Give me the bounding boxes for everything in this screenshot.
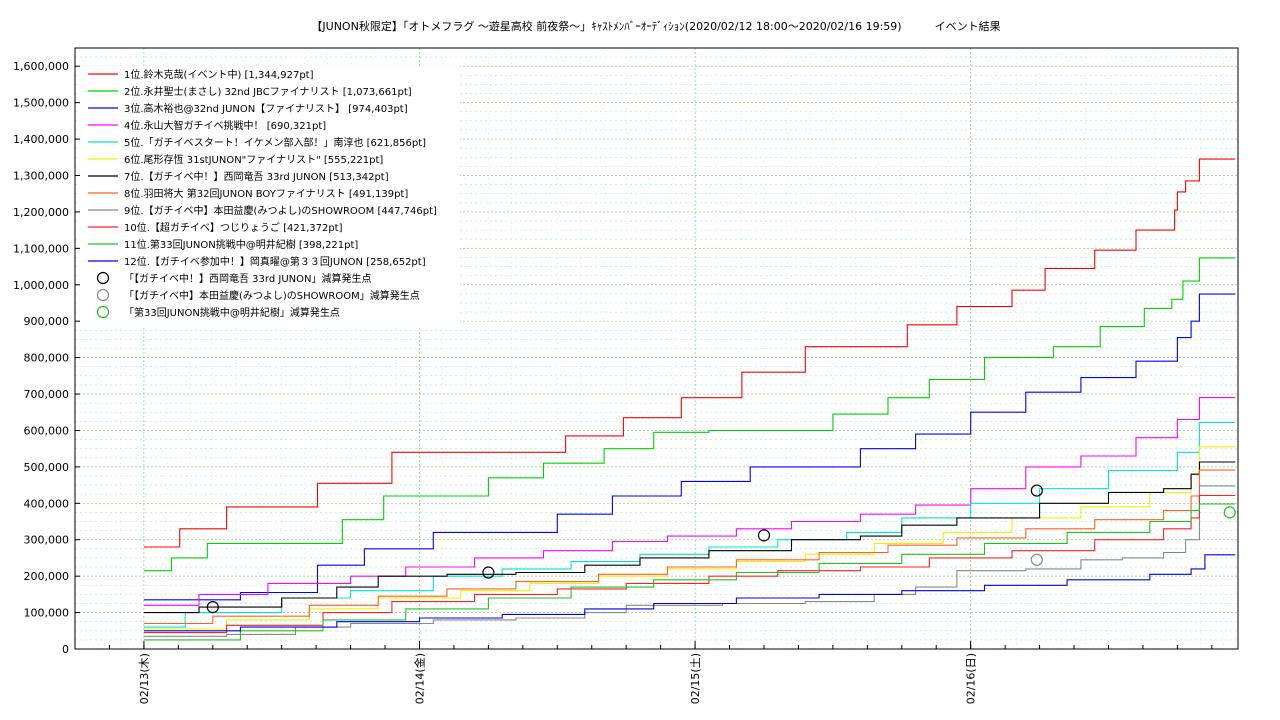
y-tick-label: 1,600,000 xyxy=(13,60,69,73)
legend-label-4: 4位.永山大智ガチイベ挑戦中！ [690,321pt] xyxy=(124,119,326,132)
series-line-9 xyxy=(144,486,1235,636)
y-tick-label: 200,000 xyxy=(24,570,70,583)
y-tick-label: 600,000 xyxy=(24,424,70,437)
series-line-8 xyxy=(144,470,1235,623)
legend-label-10: 10位.【超ガチイベ】つじりょうご [421,372pt] xyxy=(124,221,343,234)
chart-title: 【JUNON秋限定】「オトメフラグ 〜遊星高校 前夜祭〜」ｷｬｽﾄﾒﾝﾊﾞｰｵｰ… xyxy=(311,19,1000,33)
y-tick-label: 800,000 xyxy=(24,352,70,365)
legend-label-7: 7位.【ガチイベ中！】西岡竜吾 33rd JUNON [513,342pt] xyxy=(124,170,389,183)
legend-label-6: 6位.尾形存恆 31stJUNON"ファイナリスト" [555,221pt] xyxy=(124,153,383,166)
legend-label-1: 1位.鈴木克哉(イベント中) [1,344,927pt] xyxy=(124,68,314,81)
series-line-6 xyxy=(144,447,1235,629)
x-tick-label: 02/15(土) xyxy=(689,653,702,704)
legend-label-5: 5位.「ガチイベスタート！イケメン部入部！」南淳也 [621,856pt] xyxy=(124,136,426,149)
series-line-5 xyxy=(144,423,1235,628)
x-tick-label: 02/13(木) xyxy=(138,653,151,704)
series-line-10 xyxy=(144,496,1235,633)
legend-label-2: 2位.永井聖士(まさし) 32nd JBCファイナリスト [1,073,661p… xyxy=(124,85,412,98)
y-tick-label: 400,000 xyxy=(24,497,70,510)
legend-label-9: 9位.【ガチイベ中】本田益慶(みつよし)のSHOWROOM [447,746pt… xyxy=(124,204,437,217)
y-tick-label: 100,000 xyxy=(24,607,70,620)
legend-marker-label-3: 「第33回JUNON挑戦中@明井紀樹」減算発生点 xyxy=(124,306,340,319)
y-tick-label: 1,200,000 xyxy=(13,206,69,219)
y-tick-label: 1,100,000 xyxy=(13,242,69,255)
x-tick-label: 02/14(金) xyxy=(412,653,426,704)
series-line-7 xyxy=(144,462,1235,613)
y-tick-label: 1,400,000 xyxy=(13,133,69,146)
legend-label-8: 8位.羽田将大 第32回JUNON BOYファイナリスト [491,139pt] xyxy=(124,187,408,200)
marker-point-2 xyxy=(1031,554,1042,565)
y-tick-label: 300,000 xyxy=(24,534,70,547)
y-tick-label: 900,000 xyxy=(24,315,70,328)
y-tick-label: 500,000 xyxy=(24,461,70,474)
x-tick-label: 02/16(日) xyxy=(965,653,978,704)
legend-label-3: 3位.高木裕也@32nd JUNON【ファイナリスト】 [974,403pt] xyxy=(124,102,408,115)
marker-point-1 xyxy=(758,530,769,541)
y-tick-label: 1,500,000 xyxy=(13,97,69,110)
y-tick-label: 700,000 xyxy=(24,388,70,401)
legend-marker-label-1: 「【ガチイベ中！】西岡竜吾 33rd JUNON」減算発生点 xyxy=(124,272,371,285)
legend-label-12: 12位.【ガチイベ参加中！】岡真曜@第３３回JUNON [258,652pt] xyxy=(124,255,426,268)
legend-label-11: 11位.第33回JUNON挑戦中@明井紀樹 [398,221pt] xyxy=(124,238,358,251)
y-tick-label: 0 xyxy=(62,643,69,656)
legend-marker-label-2: 「【ガチイベ中】本田益慶(みつよし)のSHOWROOM」減算発生点 xyxy=(124,289,420,302)
y-tick-label: 1,300,000 xyxy=(13,169,69,182)
series-line-4 xyxy=(144,398,1235,606)
y-tick-label: 1,000,000 xyxy=(13,279,69,292)
